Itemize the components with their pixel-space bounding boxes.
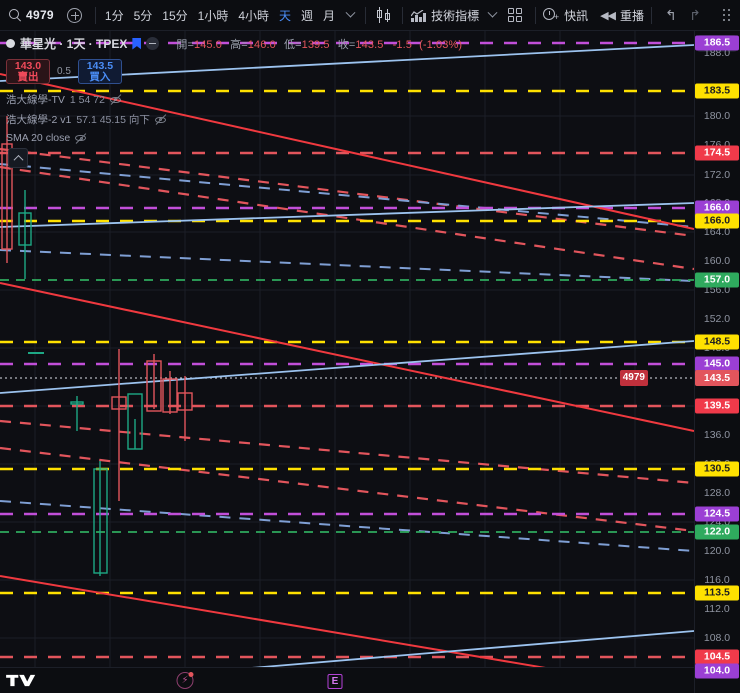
top-toolbar: 4979 1分 5分 15分 1小時 4小時 天 週 月 — [0, 0, 740, 31]
price-level-pill[interactable]: 145.0 — [695, 356, 739, 372]
toolbar-divider-4 — [535, 6, 537, 24]
redo-button[interactable]: ↱ — [683, 7, 707, 24]
price-level-pill[interactable]: 183.5 — [695, 83, 739, 99]
price-level-pill[interactable]: 104.5 — [695, 649, 739, 665]
undo-button[interactable]: ↰ — [659, 7, 683, 24]
symbol-search-button[interactable]: 4979 — [0, 8, 62, 22]
price-axis[interactable]: TWD 188.0184.0180.0176.0172.0168.0164.01… — [694, 31, 740, 693]
layout-button[interactable] — [502, 8, 528, 22]
lightning-event-icon: ⚡ — [176, 672, 194, 689]
price-tick: 112.0 — [704, 603, 730, 615]
add-symbol-button[interactable] — [62, 7, 88, 23]
current-symbol-tag: 4979 — [619, 370, 648, 386]
timeframe-group: 1分 5分 15分 1小時 4小時 天 週 月 — [103, 7, 358, 24]
alerts-label: 快訊 — [564, 8, 589, 23]
chevron-down-icon — [345, 7, 356, 18]
event-marker-lightning[interactable]: ⚡ — [176, 672, 194, 689]
price-level-pill[interactable]: 166.0 — [695, 213, 739, 229]
price-level-pill[interactable]: 139.5 — [695, 398, 739, 414]
price-tick: 108.0 — [703, 632, 731, 644]
toolbar-divider-3 — [402, 6, 404, 24]
timeframe-more-button[interactable] — [345, 7, 356, 19]
indicators-icon — [410, 9, 426, 22]
chart-canvas — [0, 31, 694, 693]
collapse-pane-button[interactable] — [8, 148, 28, 168]
timeframe-week[interactable]: 週 — [301, 8, 314, 23]
price-tick: 160.0 — [703, 255, 731, 267]
time-axis[interactable]: ⚡ E — [0, 667, 694, 693]
more-menu-button[interactable] — [714, 8, 740, 22]
toolbar-divider-5 — [651, 6, 653, 24]
alerts-button[interactable]: + 快訊 — [543, 7, 588, 24]
symbol-code: 4979 — [26, 8, 54, 22]
event-marker-earnings[interactable]: E — [327, 674, 343, 689]
price-level-pill[interactable]: 130.5 — [695, 461, 739, 477]
price-tick: 120.0 — [703, 545, 731, 557]
candlestick-icon — [375, 7, 393, 23]
grip-dots-icon — [721, 8, 733, 22]
timeframe-1m[interactable]: 1分 — [104, 8, 124, 23]
price-level-pill[interactable]: 124.5 — [695, 506, 739, 522]
toolbar-divider — [94, 6, 96, 24]
chevron-up-icon — [13, 154, 23, 165]
indicators-label: 技術指標 — [431, 8, 480, 23]
price-level-pill[interactable]: 113.5 — [695, 585, 739, 601]
price-tick: 128.0 — [703, 487, 731, 499]
redo-arrow-icon: ↱ — [689, 6, 701, 23]
price-level-pill[interactable]: 174.5 — [695, 145, 739, 161]
replay-button[interactable]: ◀◀ 重播 — [600, 7, 644, 24]
price-tick: 116.0 — [704, 574, 730, 586]
search-icon — [9, 9, 21, 21]
price-level-pill[interactable]: 148.5 — [695, 334, 739, 350]
main-chart-pane[interactable]: 華星光 · 1天 · TPEX 開=145.0 高=146.0 低=139.5 … — [0, 31, 694, 693]
chart-type-button[interactable] — [373, 7, 395, 23]
price-level-pill[interactable]: 186.5 — [695, 35, 739, 51]
price-tick: 172.0 — [703, 169, 731, 181]
price-tick: 180.0 — [703, 110, 731, 122]
indicators-button[interactable]: 技術指標 — [410, 7, 498, 24]
toolbar-divider-2 — [365, 6, 367, 24]
current-price-pill: 143.5 — [695, 370, 739, 386]
replay-icon: ◀◀ — [600, 9, 616, 22]
layout-grid-icon — [508, 8, 523, 22]
timeframe-5m[interactable]: 5分 — [133, 8, 153, 23]
price-tick: 136.0 — [703, 429, 731, 441]
chart-area: 華星光 · 1天 · TPEX 開=145.0 高=146.0 低=139.5 … — [0, 31, 740, 693]
chevron-down-icon — [487, 7, 498, 18]
price-tick: 152.0 — [703, 313, 731, 325]
timeframe-day[interactable]: 天 — [279, 8, 292, 23]
timeframe-4h[interactable]: 4小時 — [238, 8, 270, 23]
undo-arrow-icon: ↰ — [665, 6, 677, 23]
price-tick: 164.0 — [703, 226, 731, 238]
price-level-pill[interactable]: 157.0 — [695, 272, 739, 288]
timeframe-1h[interactable]: 1小時 — [197, 8, 229, 23]
plus-circle-icon — [67, 7, 83, 23]
price-level-pill[interactable]: 122.0 — [695, 524, 739, 540]
alert-clock-icon: + — [543, 7, 559, 23]
price-level-pill[interactable]: 166.0 — [695, 200, 739, 216]
price-level-pill[interactable]: 104.0 — [695, 663, 739, 679]
timeframe-month[interactable]: 月 — [323, 8, 336, 23]
earnings-e-icon: E — [327, 674, 343, 689]
tradingview-logo-icon — [6, 674, 36, 687]
replay-label: 重播 — [620, 8, 645, 23]
timeframe-15m[interactable]: 15分 — [162, 8, 188, 23]
